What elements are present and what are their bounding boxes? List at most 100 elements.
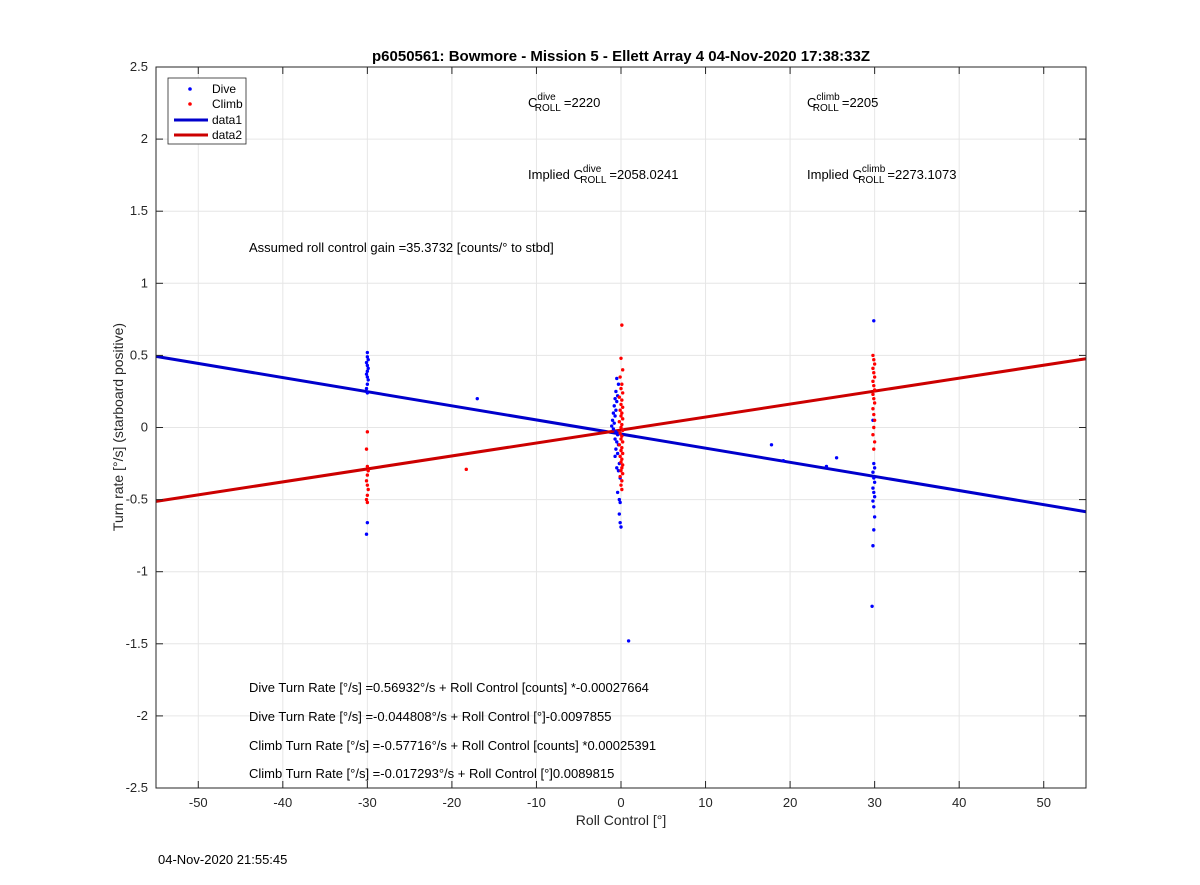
dive-point [617, 512, 622, 516]
y-tick-label: 1 [141, 275, 148, 290]
climb-point [619, 469, 623, 473]
y-tick-label: -1.5 [126, 636, 148, 651]
dive-counts-equation: Dive Turn Rate [°/s] =0.56932°/s + Roll … [249, 680, 649, 695]
y-tick-label: 1.5 [130, 203, 148, 218]
climb-point [620, 323, 624, 327]
implied-c-roll-dive-annotation: Implied Cdive ROLL =2058.0241 [528, 164, 678, 186]
climb-point [872, 447, 876, 451]
dive-point [611, 427, 616, 431]
x-tick-label: -30 [358, 795, 377, 810]
data2-fit-line [155, 357, 1087, 503]
dive-point [365, 382, 370, 386]
dive-point [365, 375, 370, 379]
legend-dive-marker [188, 87, 192, 91]
climb-point [871, 407, 875, 411]
dive-point [871, 486, 875, 490]
dive-point [615, 433, 620, 437]
dive-point [871, 470, 875, 474]
dive-point [872, 490, 876, 495]
climb-point [872, 388, 877, 392]
climb-point [871, 379, 875, 384]
climb-point [365, 464, 370, 469]
dive-point [870, 604, 874, 609]
climb-point [871, 392, 875, 397]
gain-annotation: Assumed roll control gain =35.3732 [coun… [249, 240, 554, 255]
x-tick-label: 0 [617, 795, 624, 810]
climb-point [464, 467, 468, 472]
y-tick-label: 0 [141, 420, 148, 435]
climb-point [620, 405, 625, 410]
dive-point [365, 369, 370, 373]
climb-point [871, 366, 875, 371]
dive-point [615, 466, 619, 470]
dive-point [611, 411, 616, 415]
dive-point [871, 499, 875, 503]
climb-point [620, 479, 624, 483]
dive-point [365, 391, 370, 395]
climb-point [620, 434, 624, 438]
dive-point [613, 437, 617, 441]
dive-point [615, 451, 620, 456]
dive-point [872, 476, 876, 480]
legend-data1-label: data1 [212, 113, 242, 127]
dive-point [366, 378, 370, 382]
dive-point [364, 532, 369, 536]
dive-point [615, 490, 620, 495]
y-tick-label: 2.5 [130, 59, 148, 74]
climb-point [617, 395, 622, 399]
climb-point [619, 437, 623, 441]
climb-point [617, 420, 622, 424]
climb-point [620, 391, 625, 395]
dive-point [872, 319, 876, 323]
c-roll-dive-annotation: Cdive ROLL =2220 [528, 92, 600, 114]
climb-counts-equation: Climb Turn Rate [°/s] =-0.57716°/s + Rol… [249, 738, 656, 753]
dive-point [366, 358, 370, 362]
dive-point [612, 404, 616, 408]
climb-point [365, 500, 370, 505]
climb-point [365, 430, 370, 434]
dive-point [872, 480, 877, 484]
dive-point [872, 515, 877, 519]
climb-point [364, 497, 369, 502]
climb-point [872, 358, 876, 362]
climb-point [618, 375, 622, 379]
climb-point [620, 422, 624, 427]
dive-point [618, 520, 622, 525]
climb-point [619, 448, 623, 453]
x-tick-label: 20 [783, 795, 797, 810]
climb-point [619, 386, 623, 391]
climb-point [620, 411, 624, 415]
y-axis-label: Turn rate [°/s] (starboard positive) [110, 323, 126, 531]
dive-point [781, 458, 786, 463]
dive-point [834, 456, 839, 460]
dive-point [618, 500, 622, 505]
legend-data2-label: data2 [212, 128, 242, 142]
climb-point [364, 447, 369, 451]
dive-point [615, 376, 619, 381]
climb-point [872, 375, 877, 379]
climb-point [620, 466, 624, 470]
climb-point [620, 445, 624, 450]
dive-point [364, 386, 369, 391]
climb-point [620, 457, 624, 461]
dive-point [616, 469, 621, 473]
dive-point [613, 454, 617, 459]
c-roll-climb-annotation: Cclimb ROLL =2205 [807, 92, 878, 114]
dive-point [769, 443, 774, 447]
dive-point [872, 461, 876, 466]
legend-climb-label: Climb [212, 97, 243, 111]
y-tick-label: -2 [136, 708, 148, 723]
climb-point [620, 382, 624, 386]
dive-point [871, 544, 875, 548]
climb-point [872, 425, 876, 430]
dive-point [615, 399, 619, 404]
climb-point [620, 417, 625, 421]
x-tick-label: 30 [867, 795, 881, 810]
y-tick-label: 0.5 [130, 347, 148, 362]
climb-point [620, 487, 624, 492]
dive-point [872, 495, 877, 499]
climb-point [872, 418, 877, 422]
dive-point [364, 360, 369, 365]
dive-point [365, 520, 370, 525]
climb-point [618, 431, 622, 435]
